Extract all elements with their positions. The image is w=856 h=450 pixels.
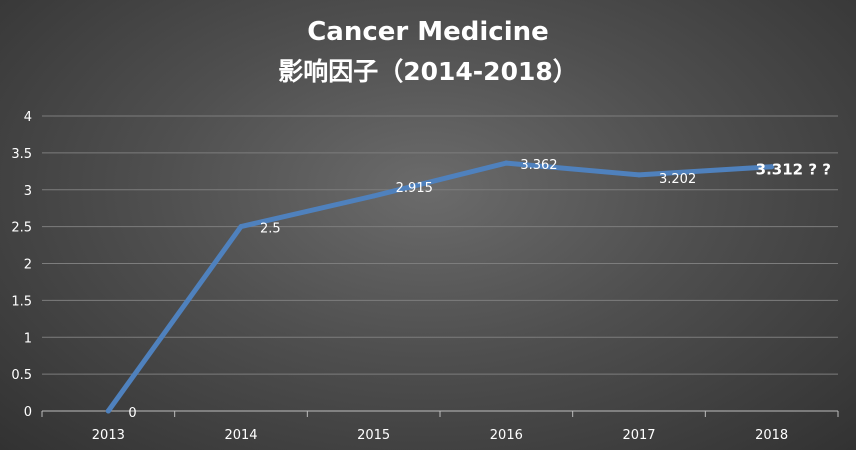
data-labels: 0 2.5 2.915 3.362 3.202 3.312 ? ? — [128, 158, 831, 421]
x-tick-label-2013: 2013 — [92, 428, 125, 443]
y-tick-label-5: 2.5 — [11, 221, 32, 236]
data-label-2013: 0 — [128, 406, 136, 421]
axes — [41, 410, 839, 417]
x-tick-label-2015: 2015 — [357, 428, 390, 443]
data-point-2017 — [636, 172, 642, 178]
y-tick-label-3: 1.5 — [11, 294, 32, 309]
data-label-2018: 3.312 ? ? — [756, 161, 831, 179]
data-point-2018 — [769, 164, 775, 170]
x-tick-label-2017: 2017 — [622, 428, 655, 443]
x-tick-label-2014: 2014 — [224, 428, 257, 443]
y-tick-label-8: 4 — [24, 110, 32, 125]
y-tick-label-4: 2 — [24, 258, 32, 273]
series-line — [105, 160, 775, 414]
x-tick-label-2018: 2018 — [755, 428, 788, 443]
y-tick-label-1: 0.5 — [11, 368, 32, 383]
x-tick-label-2016: 2016 — [490, 428, 523, 443]
y-tick-label-6: 3 — [24, 184, 32, 199]
chart-title: Cancer Medicine — [307, 17, 549, 47]
y-tick-label-7: 3.5 — [11, 147, 32, 162]
grid-lines — [42, 115, 838, 375]
chart-subtitle: 影响因子（2014-2018） — [278, 57, 578, 86]
data-label-2016: 3.362 — [520, 158, 557, 173]
data-label-2015: 2.915 — [396, 181, 433, 196]
series-layer — [105, 160, 775, 414]
data-point-2016 — [503, 160, 509, 166]
data-point-2014 — [238, 224, 244, 230]
y-tick-label-0: 0 — [24, 405, 32, 420]
y-tick-label-2: 1 — [24, 331, 32, 346]
data-label-2014: 2.5 — [260, 222, 281, 237]
data-label-2017: 3.202 — [659, 172, 696, 187]
tick-labels: 0 0.5 1 1.5 2 2.5 3 3.5 4 2013 2014 2015 2016 2017 201… — [11, 110, 788, 443]
data-point-2015 — [371, 193, 377, 199]
data-point-2013 — [105, 408, 111, 414]
